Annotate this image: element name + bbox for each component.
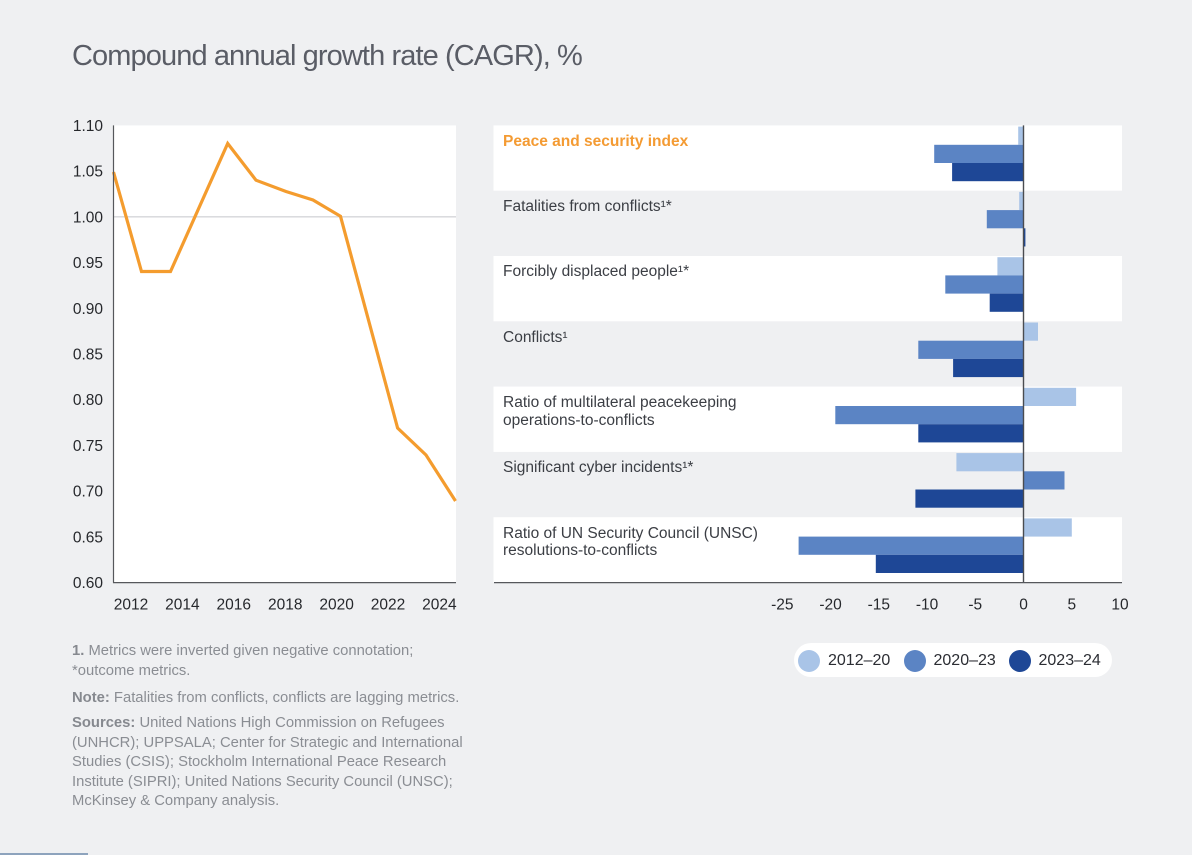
svg-text:0.95: 0.95 xyxy=(73,255,103,272)
svg-text:-15: -15 xyxy=(868,597,890,614)
svg-text:0.65: 0.65 xyxy=(73,529,103,546)
svg-text:0.70: 0.70 xyxy=(73,484,104,501)
svg-text:-10: -10 xyxy=(916,597,939,614)
svg-text:5: 5 xyxy=(1067,597,1076,614)
svg-text:2014: 2014 xyxy=(165,597,200,614)
svg-text:2012: 2012 xyxy=(114,597,148,614)
svg-text:-20: -20 xyxy=(819,597,842,614)
svg-text:2022: 2022 xyxy=(371,597,405,614)
svg-text:0.60: 0.60 xyxy=(73,575,104,592)
svg-text:-5: -5 xyxy=(968,597,982,614)
svg-text:0.85: 0.85 xyxy=(73,347,103,364)
svg-text:-25: -25 xyxy=(771,597,793,614)
svg-text:2016: 2016 xyxy=(217,597,251,614)
svg-text:2018: 2018 xyxy=(268,597,302,614)
svg-text:0.80: 0.80 xyxy=(73,392,104,409)
svg-text:0: 0 xyxy=(1019,597,1028,614)
svg-text:1.10: 1.10 xyxy=(73,118,104,135)
svg-text:10: 10 xyxy=(1111,597,1129,614)
svg-text:1.00: 1.00 xyxy=(73,209,104,226)
svg-text:2020: 2020 xyxy=(319,597,354,614)
svg-text:0.75: 0.75 xyxy=(73,438,103,455)
svg-text:2024: 2024 xyxy=(422,597,457,614)
svg-text:0.90: 0.90 xyxy=(73,301,104,318)
svg-text:1.05: 1.05 xyxy=(73,164,103,181)
